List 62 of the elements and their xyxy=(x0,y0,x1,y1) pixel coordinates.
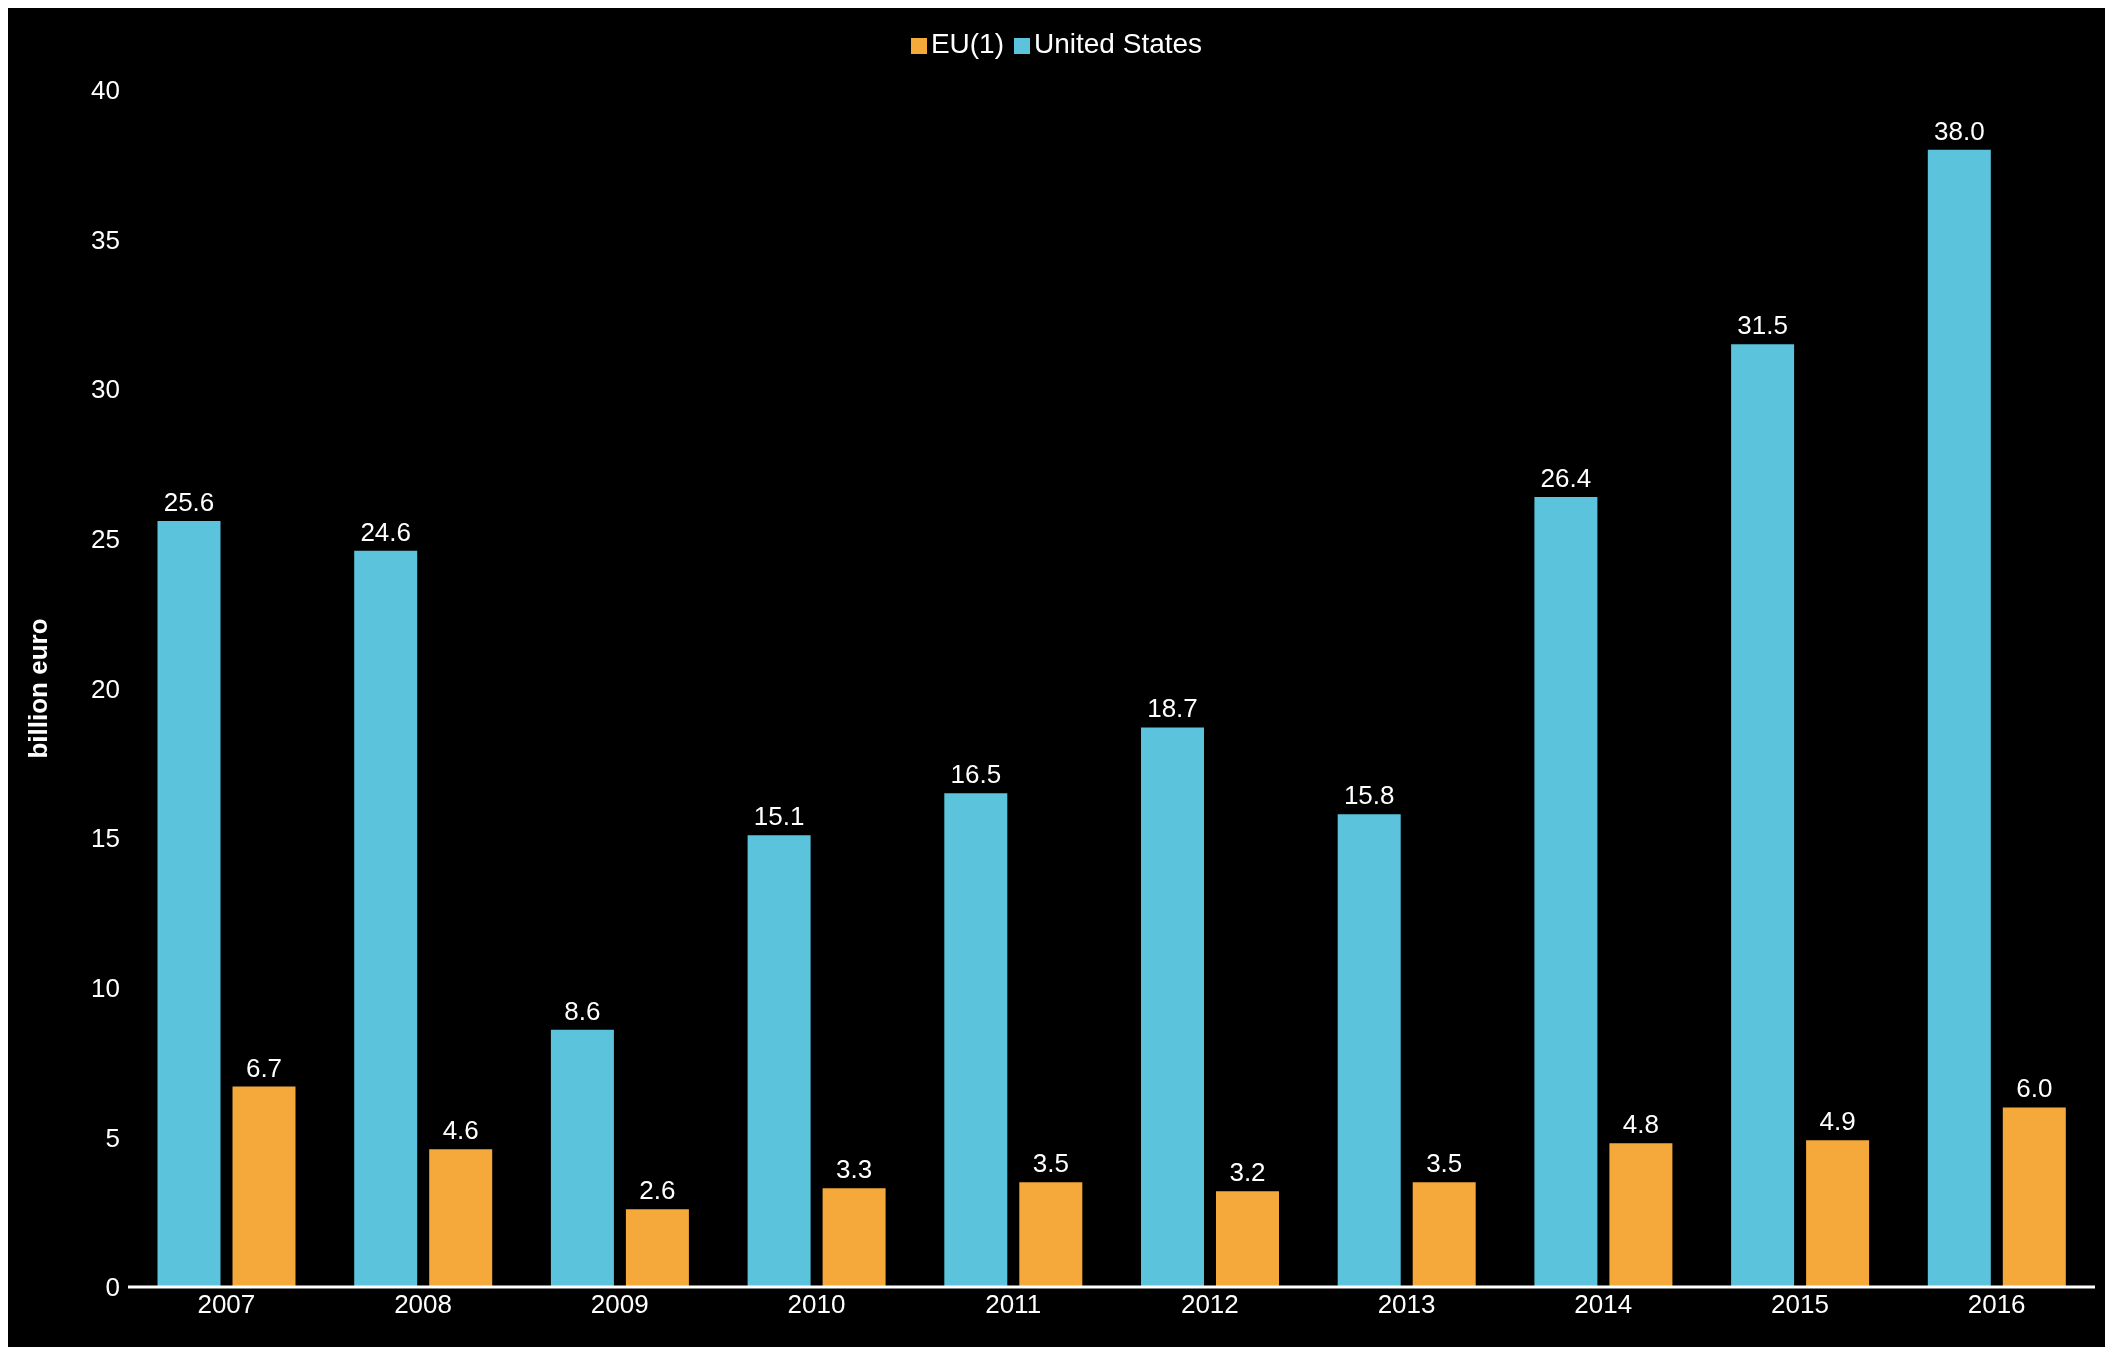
x-tick-label: 2009 xyxy=(590,1289,649,1320)
bar xyxy=(1534,496,1598,1287)
y-tick-label: 20 xyxy=(91,673,120,704)
bar xyxy=(625,1209,689,1287)
data-label: 26.4 xyxy=(1540,462,1592,493)
y-tick-label: 30 xyxy=(91,374,120,405)
y-tick-label: 0 xyxy=(105,1272,120,1303)
data-label: 24.6 xyxy=(360,516,412,547)
y-tick-label: 10 xyxy=(91,972,120,1003)
bar xyxy=(232,1086,296,1287)
data-label: 38.0 xyxy=(1934,115,1985,146)
data-label: 25.6 xyxy=(163,486,215,517)
bar xyxy=(1216,1191,1280,1287)
bar xyxy=(1412,1182,1476,1287)
bar xyxy=(550,1029,614,1287)
bar xyxy=(1927,149,1991,1287)
data-label: 6.7 xyxy=(245,1052,283,1083)
data-label: 4.9 xyxy=(1819,1106,1856,1137)
bar xyxy=(354,550,418,1287)
y-tick-label: 5 xyxy=(105,1122,120,1153)
y-tick-label: 15 xyxy=(91,823,120,854)
bar xyxy=(1019,1182,1083,1287)
x-tick-label: 2014 xyxy=(1574,1289,1633,1320)
data-label: 18.7 xyxy=(1147,693,1198,724)
data-label: 8.6 xyxy=(564,995,601,1026)
bar xyxy=(944,793,1008,1287)
x-tick-label: 2013 xyxy=(1377,1289,1436,1320)
x-tick-label: 2008 xyxy=(394,1289,452,1320)
bar xyxy=(1609,1143,1673,1287)
bar xyxy=(1806,1140,1870,1287)
x-tick-label: 2007 xyxy=(197,1289,256,1320)
y-tick-label: 25 xyxy=(91,524,120,555)
data-label: 15.1 xyxy=(753,801,805,832)
bar xyxy=(2002,1107,2066,1287)
x-tick-label: 2015 xyxy=(1771,1289,1829,1320)
legend-label: EU(1) xyxy=(930,28,1004,59)
legend-label: United States xyxy=(1034,28,1203,59)
data-label: 4.6 xyxy=(442,1115,479,1146)
bar xyxy=(1731,344,1795,1287)
bar xyxy=(747,835,811,1287)
data-label: 3.3 xyxy=(836,1154,873,1185)
bar xyxy=(157,520,221,1287)
bar xyxy=(822,1188,886,1287)
data-label: 3.5 xyxy=(1032,1148,1069,1179)
data-label: 31.5 xyxy=(1737,310,1788,341)
y-tick-label: 35 xyxy=(91,224,120,255)
bar xyxy=(1141,727,1205,1287)
data-label: 6.0 xyxy=(2016,1073,2053,1104)
bar xyxy=(429,1149,493,1287)
y-axis-title: billion euro xyxy=(23,618,54,759)
data-label: 3.5 xyxy=(1426,1148,1463,1179)
data-label: 15.8 xyxy=(1343,780,1395,811)
bar xyxy=(1337,814,1401,1287)
x-tick-label: 2016 xyxy=(1967,1289,2026,1320)
x-tick-label: 2012 xyxy=(1180,1289,1239,1320)
data-label: 2.6 xyxy=(639,1175,676,1206)
data-label: 3.2 xyxy=(1229,1157,1266,1188)
x-tick-label: 2010 xyxy=(787,1289,846,1320)
data-label: 16.5 xyxy=(950,759,1002,790)
data-label: 4.8 xyxy=(1622,1109,1659,1140)
x-tick-label: 2011 xyxy=(985,1289,1042,1320)
y-tick-label: 40 xyxy=(91,75,120,106)
